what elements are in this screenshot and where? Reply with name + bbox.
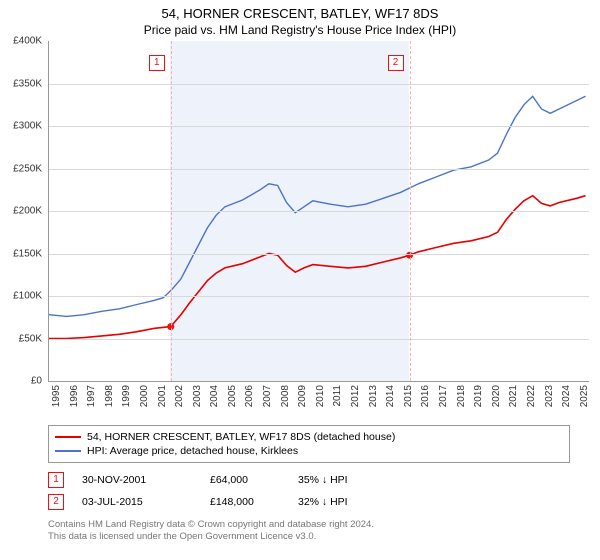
plot-region: 12 <box>48 41 589 382</box>
x-tick-label: 2006 <box>244 385 255 407</box>
x-tick-label: 1997 <box>86 385 97 407</box>
series-hpi <box>49 96 586 316</box>
x-tick-label: 2018 <box>456 385 467 407</box>
x-tick-label: 2007 <box>262 385 273 407</box>
gridline <box>49 254 589 255</box>
gridline <box>49 169 589 170</box>
x-tick-label: 2011 <box>332 385 343 407</box>
footer-attribution: Contains HM Land Registry data © Crown c… <box>48 519 570 544</box>
sales-table: 1 30-NOV-2001 £64,000 35% ↓ HPI 2 03-JUL-2015… <box>48 469 570 513</box>
sale-row: 1 30-NOV-2001 £64,000 35% ↓ HPI <box>48 469 570 491</box>
sale-hpi-delta: 32% ↓ HPI <box>298 496 388 508</box>
sale-price: £64,000 <box>210 474 280 486</box>
y-tick-label: £400K <box>13 36 42 47</box>
x-tick-label: 2001 <box>157 385 168 407</box>
y-tick-label: £50K <box>19 333 42 344</box>
series-property <box>49 196 586 339</box>
x-tick-label: 2023 <box>544 385 555 407</box>
footer-line-2: This data is licensed under the Open Gov… <box>48 531 570 543</box>
x-tick-label: 2024 <box>561 385 572 407</box>
x-tick-label: 2015 <box>403 385 414 407</box>
gridline <box>49 211 589 212</box>
legend-label: 54, HORNER CRESCENT, BATLEY, WF17 8DS (d… <box>87 431 395 443</box>
x-tick-label: 2004 <box>209 385 220 407</box>
x-tick-label: 2019 <box>473 385 484 407</box>
sale-marker-box: 2 <box>388 55 404 71</box>
y-tick-label: £250K <box>13 163 42 174</box>
y-tick-label: £350K <box>13 78 42 89</box>
x-tick-label: 2008 <box>280 385 291 407</box>
legend-swatch <box>55 450 81 452</box>
sale-number-box: 1 <box>48 472 64 488</box>
sale-marker-line <box>171 41 172 381</box>
gridline <box>49 84 589 85</box>
y-tick-label: £100K <box>13 291 42 302</box>
legend-item: 54, HORNER CRESCENT, BATLEY, WF17 8DS (d… <box>55 430 563 444</box>
sale-row: 2 03-JUL-2015 £148,000 32% ↓ HPI <box>48 491 570 513</box>
y-tick-label: £200K <box>13 206 42 217</box>
chart-subtitle: Price paid vs. HM Land Registry's House … <box>0 21 600 41</box>
x-tick-label: 1995 <box>51 385 62 407</box>
gridline <box>49 339 589 340</box>
x-tick-label: 2025 <box>579 385 590 407</box>
x-tick-label: 2000 <box>139 385 150 407</box>
sale-price: £148,000 <box>210 496 280 508</box>
x-tick-label: 2016 <box>420 385 431 407</box>
x-tick-label: 2002 <box>174 385 185 407</box>
gridline <box>49 126 589 127</box>
x-tick-label: 2005 <box>227 385 238 407</box>
chart-title: 54, HORNER CRESCENT, BATLEY, WF17 8DS <box>0 0 600 21</box>
sale-marker-box: 1 <box>149 55 165 71</box>
x-tick-label: 2014 <box>385 385 396 407</box>
sale-hpi-delta: 35% ↓ HPI <box>298 474 388 486</box>
x-tick-label: 2017 <box>438 385 449 407</box>
x-tick-label: 2009 <box>297 385 308 407</box>
x-tick-label: 1996 <box>69 385 80 407</box>
legend-label: HPI: Average price, detached house, Kirk… <box>87 445 298 457</box>
y-tick-label: £300K <box>13 121 42 132</box>
legend: 54, HORNER CRESCENT, BATLEY, WF17 8DS (d… <box>48 425 570 463</box>
x-tick-label: 2003 <box>192 385 203 407</box>
sale-number-box: 2 <box>48 494 64 510</box>
sale-date: 30-NOV-2001 <box>82 474 192 486</box>
y-tick-label: £0 <box>31 376 42 387</box>
footer-line-1: Contains HM Land Registry data © Crown c… <box>48 519 570 531</box>
sale-date: 03-JUL-2015 <box>82 496 192 508</box>
x-tick-label: 2012 <box>350 385 361 407</box>
gridline <box>49 296 589 297</box>
x-tick-label: 2013 <box>368 385 379 407</box>
sale-marker-line <box>410 41 411 381</box>
legend-item: HPI: Average price, detached house, Kirk… <box>55 444 563 458</box>
x-tick-label: 1999 <box>121 385 132 407</box>
x-tick-label: 2021 <box>508 385 519 407</box>
x-tick-label: 2010 <box>315 385 326 407</box>
x-tick-label: 2022 <box>526 385 537 407</box>
legend-swatch <box>55 436 81 438</box>
y-tick-label: £150K <box>13 248 42 259</box>
x-tick-label: 2020 <box>491 385 502 407</box>
x-tick-label: 1998 <box>104 385 115 407</box>
chart-area: 12 £0£50K£100K£150K£200K£250K£300K£350K£… <box>48 41 588 421</box>
